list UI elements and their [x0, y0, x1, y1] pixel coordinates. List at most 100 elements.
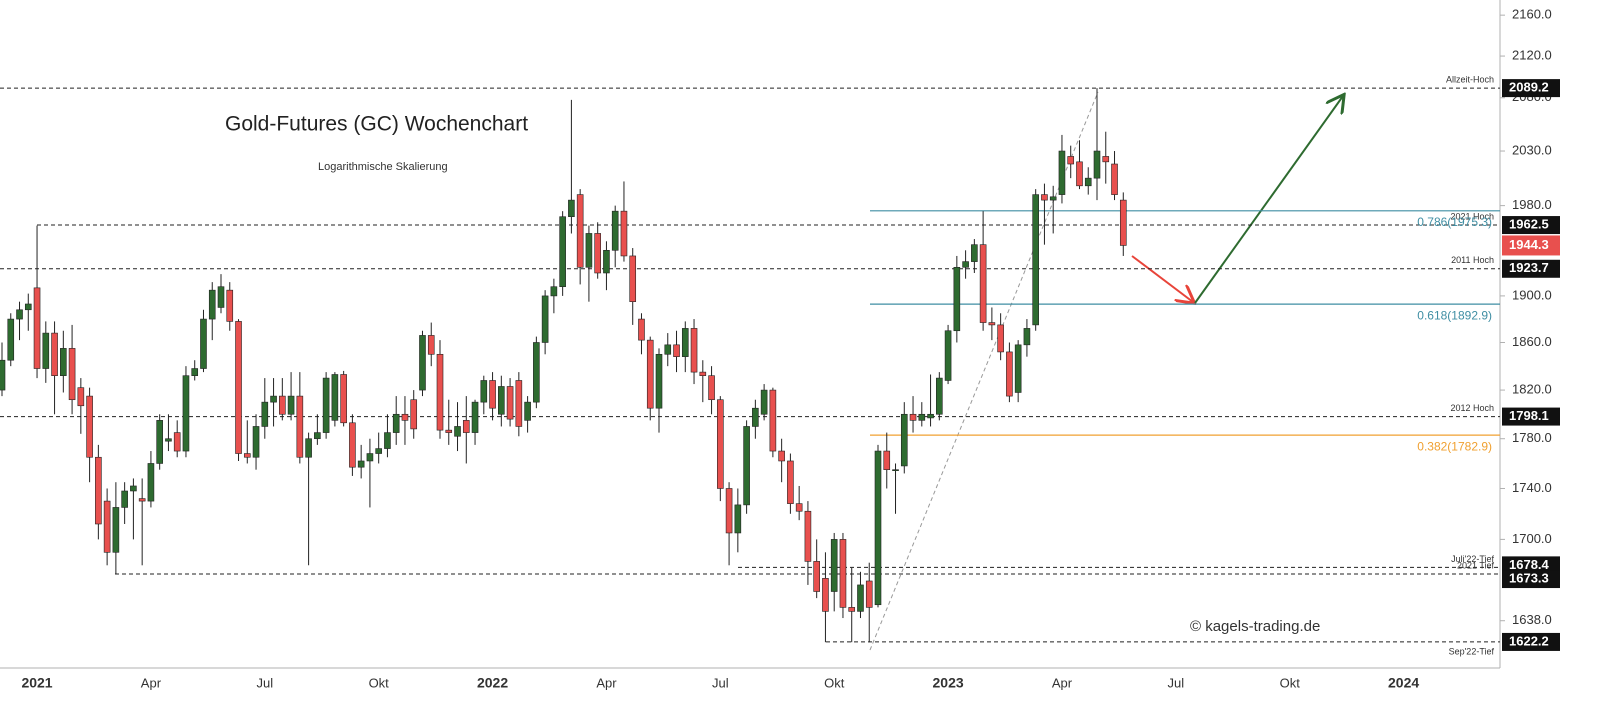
level-price: 1673.3 — [1509, 570, 1549, 585]
candle-body — [787, 460, 794, 504]
candle-body — [410, 399, 418, 430]
y-tick-label: 2160.0 — [1512, 7, 1552, 22]
candle-body — [1067, 156, 1075, 165]
candle-body — [419, 335, 426, 391]
candle-body — [427, 335, 435, 355]
candle-body — [60, 348, 67, 376]
candle-body — [287, 395, 295, 415]
candle-body — [778, 450, 785, 462]
candle-body — [366, 453, 374, 462]
candle-body — [936, 377, 943, 415]
level-name: Allzeit-Hoch — [1446, 74, 1494, 84]
candle-body — [655, 353, 663, 409]
candle-body — [103, 500, 111, 553]
candle-body — [200, 318, 207, 369]
candle-body — [883, 450, 891, 470]
chart-title: Gold-Futures (GC) Wochenchart — [225, 113, 528, 136]
candle-body — [51, 332, 58, 376]
candle-body — [752, 407, 759, 427]
candle-body — [568, 199, 575, 218]
candle-body — [900, 413, 908, 467]
candle-body — [1006, 351, 1013, 397]
candle-body — [226, 289, 234, 322]
fib-label: 0.786(1975.3) — [1417, 215, 1492, 229]
candle-body — [918, 413, 926, 421]
x-tick-label: Apr — [141, 675, 162, 690]
candle-body — [673, 344, 680, 357]
candle-body — [1023, 328, 1031, 346]
candle-body — [1111, 163, 1118, 195]
candle-body — [165, 438, 172, 442]
candle-body — [156, 420, 163, 464]
candle-body — [112, 507, 120, 553]
x-tick-label: Okt — [369, 675, 390, 690]
candle-body — [252, 426, 260, 458]
candle-body — [874, 450, 882, 606]
candle-body — [830, 539, 838, 592]
candle-body — [962, 261, 969, 268]
y-tick-label: 1700.0 — [1512, 531, 1552, 546]
candle-body — [498, 386, 505, 415]
level-name: Juli'22-Tief — [1451, 554, 1494, 564]
level-price: 2089.2 — [1509, 80, 1549, 95]
candle-body — [717, 399, 724, 489]
candle-body — [305, 438, 312, 458]
candle-body — [182, 375, 190, 452]
candle-body — [1032, 194, 1039, 326]
candle-body — [454, 426, 461, 437]
candle-body — [42, 332, 50, 369]
candle-body — [944, 330, 952, 381]
level-name: 2011 Hoch — [1451, 255, 1494, 265]
x-tick-label: Okt — [824, 675, 845, 690]
y-tick-label: 1900.0 — [1512, 287, 1552, 302]
x-tick-label: Jul — [1168, 675, 1185, 690]
candle-body — [971, 244, 978, 262]
candle-body — [1102, 156, 1110, 163]
level-price-box — [1502, 556, 1560, 575]
candle-body — [865, 580, 873, 608]
candle-body — [270, 395, 277, 403]
candle-body — [953, 266, 961, 332]
candle-body — [322, 377, 330, 433]
candle-body — [594, 233, 601, 274]
y-tick-label: 1980.0 — [1512, 197, 1552, 212]
candle-body — [620, 210, 628, 257]
candle-body — [769, 389, 777, 452]
candle-body — [681, 328, 689, 357]
candle-body — [357, 460, 365, 468]
candle-body — [279, 395, 286, 415]
candle-body — [725, 488, 733, 534]
candle-body — [1084, 177, 1092, 187]
y-tick-label: 2120.0 — [1512, 48, 1552, 63]
candle-body — [471, 401, 479, 433]
candle-body — [489, 380, 496, 409]
candle-body — [95, 456, 102, 525]
candle-body — [533, 342, 540, 403]
candle-body — [68, 348, 76, 401]
x-tick-label: Apr — [596, 675, 617, 690]
candle-body — [147, 463, 155, 502]
candle-body — [296, 395, 304, 458]
watermark: © kagels-trading.de — [1190, 618, 1320, 635]
level-price: 1622.2 — [1509, 633, 1549, 648]
candle-body — [559, 216, 566, 288]
candle-body — [24, 303, 32, 311]
candle-body — [235, 321, 242, 454]
candle-body — [392, 413, 400, 433]
fib-label: 0.382(1782.9) — [1417, 439, 1492, 453]
candle-body — [0, 359, 6, 391]
level-price: 1798.1 — [1509, 408, 1549, 423]
candle-body — [462, 420, 470, 433]
candle-body — [909, 413, 917, 421]
candle-body — [261, 401, 269, 427]
candle-body — [340, 374, 347, 424]
candle-body — [86, 395, 93, 458]
candle-body — [743, 426, 750, 506]
candle-body — [708, 375, 715, 401]
candle-body — [208, 289, 216, 320]
candle-body — [839, 539, 847, 608]
candle-body — [121, 490, 128, 508]
candle-body — [191, 368, 199, 376]
candle-body — [804, 510, 812, 562]
